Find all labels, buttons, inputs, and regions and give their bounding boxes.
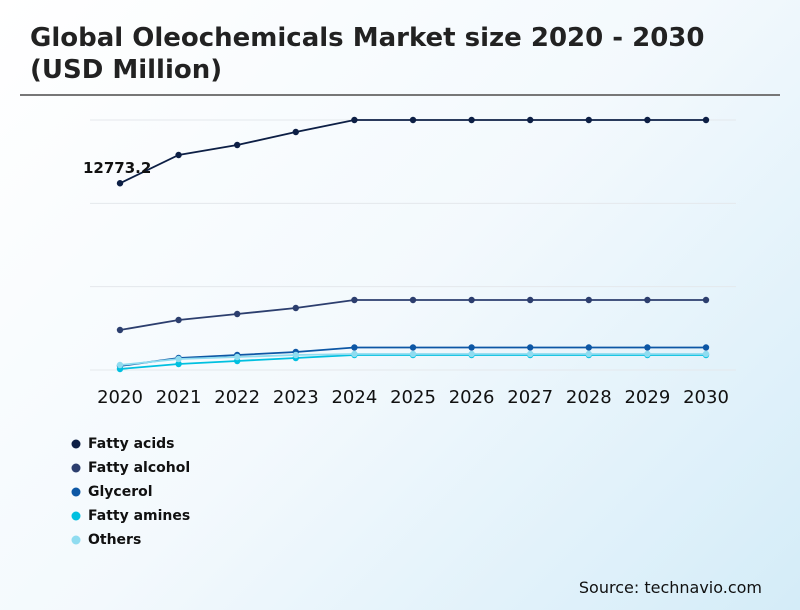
data-point <box>702 296 710 304</box>
data-point <box>585 116 592 124</box>
series-line <box>119 119 706 185</box>
title-rule <box>20 94 780 96</box>
x-tick-label: 2029 <box>624 387 670 408</box>
data-point <box>351 350 358 358</box>
x-tick-label: 2026 <box>449 387 495 408</box>
x-tick-label: 2028 <box>566 387 612 408</box>
x-tick-label: 2022 <box>214 387 260 408</box>
data-point <box>468 296 475 304</box>
data-point <box>585 344 592 351</box>
legend-marker <box>71 511 81 521</box>
data-point <box>292 351 299 359</box>
data-point <box>527 344 534 351</box>
data-point <box>116 361 124 369</box>
x-tick-label: 2025 <box>390 387 436 408</box>
legend-marker <box>71 487 81 497</box>
x-tick-label: 2027 <box>507 387 553 408</box>
data-point <box>409 296 417 304</box>
data-point <box>175 316 182 324</box>
data-point <box>409 116 417 124</box>
legend-label: Glycerol <box>88 484 153 500</box>
legend-label: Fatty alcohol <box>88 460 190 476</box>
data-point <box>175 151 182 159</box>
x-tick-label: 2023 <box>273 387 319 408</box>
data-point <box>234 310 241 318</box>
data-point <box>292 128 299 136</box>
data-point <box>527 296 534 304</box>
series-line <box>119 299 706 331</box>
data-point <box>468 350 475 358</box>
data-point <box>409 350 417 358</box>
chart-title: Global Oleochemicals Market size 2020 - … <box>30 23 705 85</box>
data-point <box>175 355 182 363</box>
data-point <box>351 344 358 351</box>
data-point <box>292 304 299 312</box>
data-point <box>468 116 475 124</box>
data-point <box>527 116 534 124</box>
source: Source: technavio.com <box>578 578 762 597</box>
data-point <box>527 350 534 358</box>
data-point <box>116 326 124 334</box>
x-tick-label: 2030 <box>683 387 729 408</box>
legend-marker <box>71 463 81 473</box>
data-point <box>644 296 651 304</box>
data-point <box>702 350 710 358</box>
data-point <box>585 350 592 358</box>
data-point <box>409 344 417 351</box>
data-point <box>468 344 475 351</box>
legend-label: Fatty amines <box>88 508 190 524</box>
x-tick-label: 2021 <box>156 387 202 408</box>
data-label: 12773.2 <box>83 159 151 177</box>
data-point <box>351 116 358 124</box>
data-point <box>644 350 651 358</box>
legend-marker <box>71 439 81 449</box>
data-point <box>234 353 241 361</box>
x-tick-label: 2024 <box>331 387 377 408</box>
data-point <box>644 116 651 124</box>
data-point <box>351 296 358 304</box>
data-point <box>585 296 592 304</box>
data-point <box>175 360 182 368</box>
legend-label: Fatty acids <box>88 436 174 452</box>
data-point <box>644 344 651 351</box>
x-tick-label: 2020 <box>97 387 143 408</box>
legend-marker <box>71 535 81 545</box>
data-point <box>116 180 124 187</box>
data-point <box>702 116 710 124</box>
legend-label: Others <box>88 532 141 548</box>
data-point <box>702 344 710 351</box>
data-point <box>234 141 241 149</box>
